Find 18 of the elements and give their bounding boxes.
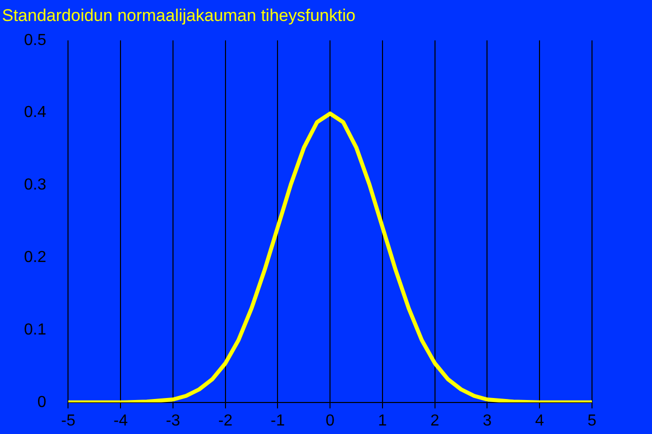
x-tick-label: -5	[61, 412, 76, 430]
y-tick-label: 0.3	[24, 176, 46, 194]
x-tick-label: 3	[482, 412, 492, 430]
y-tick-label: 0.4	[24, 104, 46, 122]
x-tick-label: 5	[588, 412, 597, 430]
x-tick-label: -3	[166, 412, 180, 430]
y-tick-label: 0.5	[24, 32, 46, 49]
x-tick-label: 0	[326, 412, 335, 430]
y-tick-label: 0.2	[24, 249, 46, 266]
x-tick-label: -1	[270, 412, 285, 430]
x-tick-label: 2	[430, 412, 440, 430]
x-tick-label: 1	[378, 412, 388, 430]
x-tick-label: -2	[218, 412, 233, 430]
x-tick-label: 4	[535, 412, 544, 430]
x-tick-label: -4	[114, 412, 128, 430]
y-tick-label: 0.1	[24, 321, 46, 338]
y-tick-label: 0	[37, 394, 46, 411]
chart-title: Standardoidun normaalijakauman tiheysfunktio	[2, 6, 356, 25]
